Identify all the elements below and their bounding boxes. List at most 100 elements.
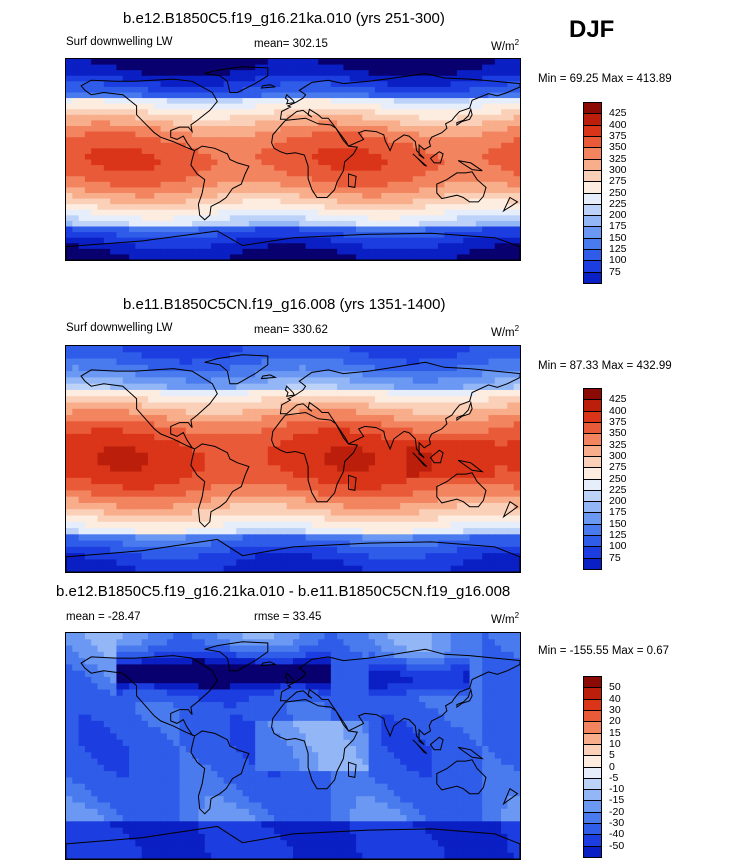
map-cell	[72, 215, 80, 222]
map-cell	[267, 131, 275, 138]
map-cell	[305, 193, 313, 200]
map-cell	[261, 534, 269, 542]
map-cell	[406, 509, 414, 517]
map-cell	[274, 81, 281, 88]
map-cell	[349, 502, 357, 510]
map-cell	[463, 170, 471, 177]
map-cell	[501, 484, 508, 491]
map-cell	[129, 364, 136, 372]
map-cell	[274, 98, 281, 105]
map-cell	[324, 389, 332, 397]
map-cell	[242, 64, 250, 71]
map-cell	[444, 220, 452, 228]
map-cell	[110, 237, 118, 244]
map-cell	[356, 120, 363, 127]
map-cell	[381, 477, 389, 485]
map-cell	[431, 142, 439, 149]
map-cell	[141, 64, 149, 71]
map-cell	[72, 408, 80, 416]
map-cell	[469, 75, 477, 82]
map-cell	[501, 170, 508, 177]
map-cell	[419, 521, 427, 529]
map-cell	[463, 452, 471, 460]
map-cell	[419, 226, 427, 233]
map-cell	[97, 226, 105, 233]
map-cell	[173, 137, 181, 144]
map-cell	[293, 371, 300, 378]
map-cell	[318, 521, 326, 529]
map-cell	[248, 490, 256, 498]
map-cell	[154, 484, 162, 491]
map-cell	[501, 528, 508, 535]
map-cell	[173, 415, 181, 422]
map-cell	[501, 358, 508, 366]
map-cell	[412, 515, 420, 523]
map-cell	[204, 346, 212, 353]
map-cell	[450, 440, 458, 448]
map-cell	[122, 546, 130, 554]
map-cell	[324, 371, 332, 378]
map-cell	[419, 114, 427, 122]
map-cell	[229, 427, 237, 435]
map-cell	[324, 142, 332, 149]
map-cell	[97, 176, 105, 183]
map-cell	[129, 237, 136, 244]
map-cell	[425, 120, 433, 127]
map-cell	[72, 86, 80, 94]
map-cell	[166, 226, 174, 233]
map-cell	[393, 396, 401, 404]
map-cell	[393, 421, 401, 429]
map-cell	[494, 153, 502, 161]
map-cell	[393, 402, 401, 410]
map-cell	[368, 515, 376, 523]
map-cell	[135, 389, 143, 397]
map-cell	[438, 232, 445, 239]
map-cell	[368, 496, 376, 504]
map-cell	[223, 198, 231, 205]
map-cell	[122, 159, 130, 166]
map-cell	[488, 421, 496, 429]
map-cell	[444, 440, 452, 448]
map-cell	[469, 346, 477, 353]
map-cell	[78, 114, 86, 122]
map-cell	[66, 81, 73, 88]
map-cell	[78, 59, 86, 66]
map-cell	[482, 528, 490, 535]
map-cell	[154, 528, 162, 535]
map-cell	[419, 165, 427, 172]
map-cell	[204, 126, 212, 133]
map-cell	[381, 148, 389, 155]
map-cell	[311, 137, 319, 144]
map-cell	[122, 452, 130, 460]
map-cell	[450, 490, 458, 498]
map-cell	[141, 452, 149, 460]
map-cell	[438, 114, 445, 122]
map-cell	[387, 446, 395, 454]
map-cell	[217, 496, 225, 504]
map-cell	[135, 131, 143, 138]
map-cell	[400, 70, 408, 77]
map-cell	[501, 346, 508, 353]
map-cell	[293, 248, 300, 256]
map-cell	[135, 243, 143, 250]
map-cell	[122, 142, 130, 149]
map-cell	[103, 153, 111, 161]
map-cell	[267, 70, 275, 77]
map-cell	[179, 81, 187, 88]
map-cell	[469, 98, 477, 105]
map-cell	[103, 364, 111, 372]
map-cell	[387, 358, 395, 366]
map-cell	[330, 421, 338, 429]
map-cell	[166, 364, 174, 372]
map-cell	[236, 446, 244, 454]
map-cell	[147, 540, 155, 548]
map-cell	[211, 109, 218, 116]
map-cell	[242, 528, 250, 535]
map-cell	[97, 433, 105, 441]
map-cell	[236, 515, 244, 523]
map-cell	[387, 465, 395, 473]
map-cell	[122, 126, 130, 133]
map-cell	[248, 521, 256, 529]
map-cell	[293, 546, 300, 554]
map-cell	[469, 389, 477, 397]
